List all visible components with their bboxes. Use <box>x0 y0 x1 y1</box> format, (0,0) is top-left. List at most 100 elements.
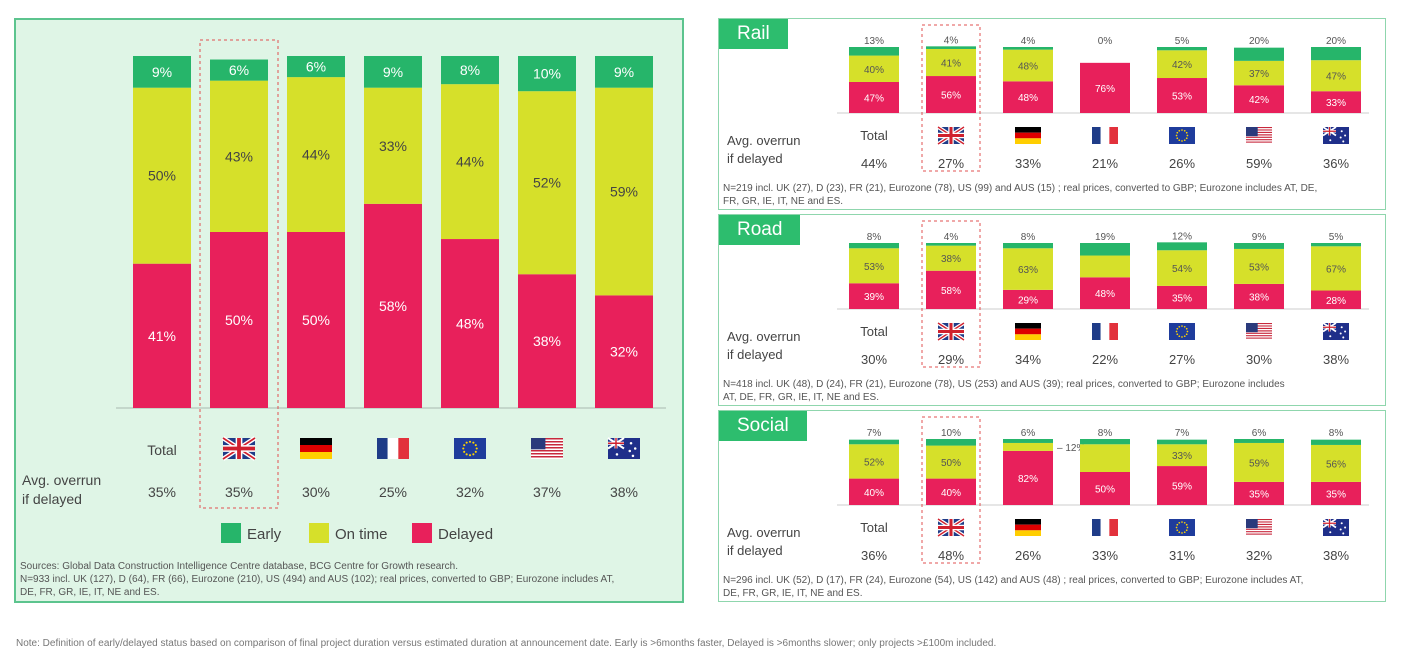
eu-flag-field <box>1169 127 1195 144</box>
us-flag-stripe-white <box>1246 529 1272 532</box>
overrun-label-line-2: if delayed <box>22 491 82 507</box>
us-flag-stripe-white <box>1246 140 1272 142</box>
uk-flag-icon <box>936 321 966 342</box>
bar-ontime-svg-rail <box>1311 60 1361 92</box>
bar-label-delayed: 42% <box>1249 95 1269 106</box>
bar-label-ontime: 53% <box>864 262 884 273</box>
eu-flag-star <box>1178 129 1181 132</box>
us-flag-icon <box>1246 127 1272 144</box>
us-flag-stripe <box>1246 136 1272 138</box>
overall-bar-label: 9% <box>614 64 634 80</box>
bar-early-svg-road <box>849 243 899 249</box>
bar-label-ontime: 56% <box>1326 459 1346 470</box>
eu-flag-star <box>1181 325 1183 327</box>
de-flag-gold <box>300 452 332 459</box>
bar-delayed-svg-road <box>1234 283 1284 309</box>
overall-bar-delayed <box>595 295 653 408</box>
us-flag-stripe <box>1246 139 1272 141</box>
bar-early-svg-road <box>1311 243 1361 247</box>
eu-flag-star <box>1181 129 1183 131</box>
bar-label-early: 4% <box>944 232 959 243</box>
bar-label-early: 8% <box>1329 428 1344 439</box>
us-flag-stripe-white <box>1246 326 1272 328</box>
eu-flag-star <box>1186 526 1189 529</box>
us-flag-stripe <box>1246 127 1272 129</box>
bar-label-ontime: – 12% <box>1057 443 1085 454</box>
us-flag-stripe-white <box>1246 525 1272 527</box>
overall-bar-ontime <box>364 87 422 204</box>
sample-note-line-2: DE, FR, GR, IE, IT, NE and ES. <box>20 587 160 598</box>
bar-label-delayed: 33% <box>1326 98 1346 109</box>
bar-label-delayed: 35% <box>1249 489 1269 500</box>
overrun-value: 31% <box>1169 548 1195 563</box>
bar-ontime-svg-social <box>1080 444 1130 472</box>
us-flag-stripe-white <box>1246 133 1272 135</box>
overrun-value: 33% <box>1092 548 1118 563</box>
overrun-value: 32% <box>1246 548 1272 563</box>
bar-early-svg-road <box>1157 242 1207 251</box>
bar-early-svg-social <box>1003 439 1053 443</box>
overrun-value: 30% <box>1246 352 1272 367</box>
overall-bar-label: 6% <box>306 59 326 75</box>
overall-overrun-value: 37% <box>533 484 561 500</box>
bar-ontime-svg-rail <box>926 48 976 77</box>
us-flag-stripe-white <box>1246 333 1272 336</box>
eu-flag-star <box>468 440 472 443</box>
de-flag-gold <box>1015 138 1041 144</box>
bar-early-svg-social <box>849 439 899 445</box>
fr-flag-red <box>1109 323 1118 340</box>
australia-flag-icon <box>607 437 640 459</box>
us-flag-stripe-white <box>1246 128 1272 130</box>
us-flag-stripe <box>1246 323 1272 325</box>
bar-ontime-svg-social <box>849 444 899 479</box>
overall-bar-label: 33% <box>379 138 407 154</box>
us-flag-stripe <box>1246 327 1272 330</box>
us-flag-canton <box>1246 127 1258 137</box>
us-flag-icon <box>531 438 563 459</box>
total-label: Total <box>860 128 888 143</box>
overall-bar-ontime <box>287 77 345 232</box>
overall-bar-delayed <box>364 203 422 408</box>
sample-note-line-1: N=933 incl. UK (127), D (64), FR (66), E… <box>20 574 615 585</box>
overrun-value: 30% <box>861 352 887 367</box>
us-flag-stripe <box>531 447 563 449</box>
overall-bar-label: 6% <box>229 62 249 78</box>
total-label: Total <box>860 324 888 339</box>
bar-label-ontime: 67% <box>1326 264 1346 275</box>
us-flag-stripe-white <box>1246 324 1272 326</box>
bar-label-ontime: 53% <box>1249 262 1269 273</box>
eu-flag-star <box>465 453 468 456</box>
eu-flag-star <box>1183 335 1186 338</box>
bar-delayed-svg-rail <box>849 81 899 113</box>
bar-delayed-svg-social <box>1003 450 1053 505</box>
bar-label-early: 19% <box>1095 232 1115 243</box>
bar-delayed-svg-road <box>1080 277 1130 309</box>
overrun-label-line-2: if delayed <box>727 543 783 558</box>
us-flag-stripe <box>1246 521 1272 523</box>
bar-ontime-svg-rail <box>1157 50 1207 79</box>
overall-overrun-value: 30% <box>302 484 330 500</box>
eu-flag-star <box>1185 137 1188 140</box>
road-chart: 39% 53% 8% Total 30% 58% 38% 4% 29% 29% 63% 8% 34% 48… <box>727 220 1369 368</box>
bar-ontime-svg-road <box>926 245 976 271</box>
overrun-value: 48% <box>938 548 964 563</box>
bar-label-ontime: 42% <box>1172 60 1192 71</box>
au-flag-star <box>628 449 632 453</box>
au-flag-star <box>1344 526 1347 529</box>
overrun-value: 59% <box>1246 156 1272 171</box>
us-flag-stripe-white <box>1246 336 1272 338</box>
bar-delayed-svg-road <box>1157 285 1207 309</box>
bar-label-early: 4% <box>944 35 959 46</box>
us-flag-stripe-white <box>1246 329 1272 331</box>
overall-chart: 41% 50% 9% Total 35% 50% 43% 6% 35% 50% 44% 6% 30% 58… <box>22 39 666 543</box>
bar-label-early: 20% <box>1326 36 1346 47</box>
us-flag-stripe-white <box>531 439 563 441</box>
overall-bar-label: 10% <box>533 66 561 82</box>
bar-label-early: 20% <box>1249 36 1269 47</box>
overall-bar-label: 38% <box>533 333 561 349</box>
uk-flag-icon <box>936 125 966 146</box>
eu-flag-star <box>463 444 466 447</box>
bar-label-ontime: 37% <box>1249 69 1269 80</box>
au-flag-star <box>1344 134 1347 137</box>
us-flag-stripe-white <box>1246 520 1272 522</box>
